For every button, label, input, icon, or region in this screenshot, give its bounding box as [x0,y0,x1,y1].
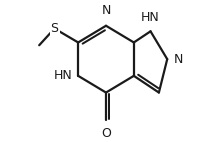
Text: N: N [101,4,111,17]
Text: N: N [174,53,184,66]
Text: HN: HN [54,69,73,82]
Text: S: S [50,22,59,35]
Text: HN: HN [141,11,160,24]
Text: O: O [101,127,111,140]
